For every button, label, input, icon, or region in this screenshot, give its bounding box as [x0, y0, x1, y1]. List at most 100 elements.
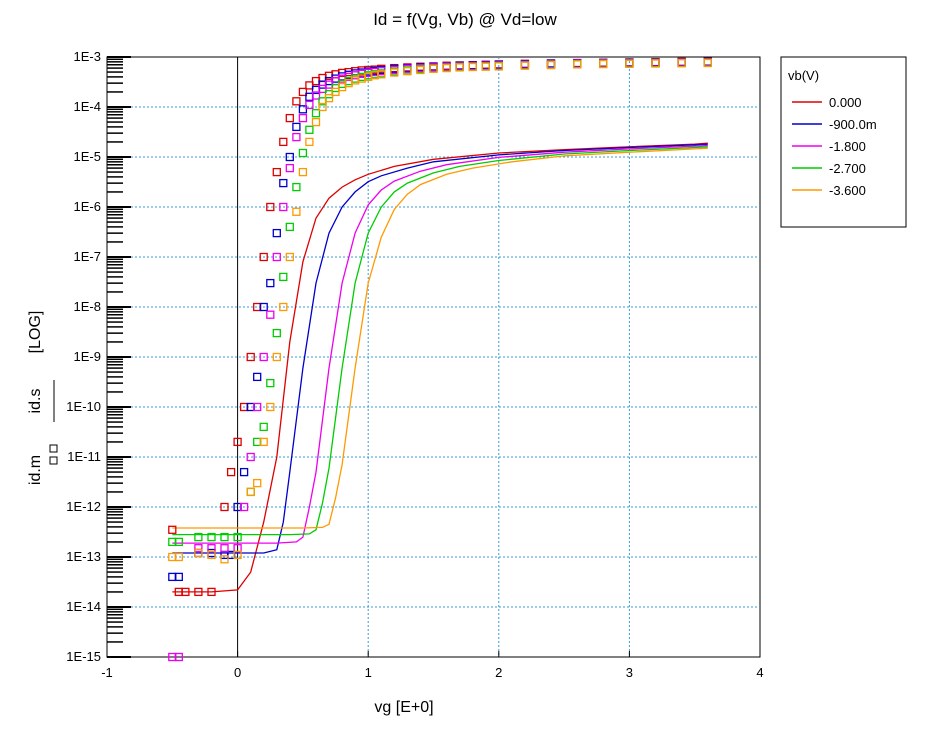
y-minor-ticks — [107, 58, 123, 643]
measured-point — [279, 302, 288, 312]
measured-point — [285, 152, 294, 162]
measured-point — [226, 467, 236, 477]
measured-point — [233, 550, 242, 560]
measured-point — [266, 378, 275, 388]
measured-point — [416, 65, 425, 75]
y-tick-label: 1E-12 — [66, 499, 101, 514]
measured-point — [651, 59, 660, 68]
measured-point — [259, 302, 268, 312]
measured-point — [246, 452, 255, 462]
measured-point — [233, 437, 242, 447]
measured-point — [494, 62, 503, 71]
measured-point — [292, 182, 301, 192]
measured-point — [266, 402, 275, 412]
x-tick-label: 0 — [234, 665, 241, 680]
measured-point — [181, 587, 190, 597]
simulated-curve — [172, 146, 708, 536]
measured-point — [272, 352, 281, 362]
measured-point — [285, 222, 294, 232]
measured-point — [292, 132, 301, 142]
measured-point — [377, 70, 386, 79]
measured-point — [246, 487, 255, 497]
measured-point — [324, 94, 334, 103]
measured-point — [298, 105, 308, 114]
measured-point — [311, 117, 321, 127]
measured-point — [272, 328, 281, 338]
measured-point — [305, 137, 314, 147]
plot-area — [106, 56, 761, 662]
measured-point — [311, 91, 321, 100]
measured-point — [599, 59, 608, 69]
legend-box — [780, 56, 907, 228]
x-tick-label: 3 — [626, 665, 633, 680]
measured-point — [298, 148, 308, 158]
y-tick-label: 1E-7 — [74, 249, 101, 264]
legend-label: -1.800 — [829, 139, 866, 154]
measured-point — [331, 87, 340, 97]
measured-point — [174, 552, 183, 562]
measured-point — [305, 125, 314, 134]
chart-title: Id = f(Vg, Vb) @ Vd=low — [373, 10, 557, 29]
measured-point — [194, 532, 203, 542]
measured-point — [279, 202, 288, 212]
simulated-curve — [172, 142, 708, 593]
measured-point — [266, 202, 275, 212]
measured-point — [311, 109, 321, 118]
simulated-curve — [172, 143, 708, 554]
measured-point — [298, 167, 308, 177]
simulated-curve — [172, 147, 708, 529]
measured-point — [168, 525, 177, 534]
y-tick-label: 1E-10 — [66, 399, 101, 414]
measured-point — [429, 64, 438, 73]
measured-point — [272, 228, 281, 238]
measured-point — [573, 60, 582, 69]
legend-label: 0.000 — [829, 95, 862, 110]
measured-point — [207, 532, 216, 542]
measured-point — [390, 68, 399, 77]
measured-point — [455, 63, 464, 72]
measured-point — [174, 537, 183, 547]
y-axis-title-measured: id.m — [27, 455, 44, 485]
measured-point — [285, 252, 294, 262]
measured-point — [266, 310, 275, 319]
measured-point — [285, 163, 294, 173]
measured-point — [207, 587, 216, 597]
measured-point — [625, 59, 634, 68]
measured-marker-sample — [49, 444, 58, 453]
measured-point — [233, 532, 242, 542]
x-axis-title: vg [E+0] — [374, 699, 433, 716]
y-axis-title: id.m id.s [LOG] — [27, 311, 58, 485]
y-tick-label: 1E-6 — [74, 199, 101, 214]
measured-point — [194, 587, 203, 597]
y-tick-label: 1E-14 — [66, 599, 101, 614]
measured-points — [168, 57, 712, 662]
legend-label: -2.700 — [829, 161, 866, 176]
measured-point — [298, 113, 308, 123]
measured-point — [266, 278, 275, 288]
measured-point — [246, 352, 255, 362]
measured-point — [318, 102, 327, 112]
measured-point — [285, 113, 294, 123]
measured-point — [468, 62, 477, 72]
measured-point — [272, 167, 281, 177]
measured-point — [305, 81, 314, 90]
legend-label: -900.0m — [829, 117, 877, 132]
y-axis-title-scale: [LOG] — [27, 311, 44, 354]
y-tick-label: 1E-8 — [74, 299, 101, 314]
y-tick-label: 1E-4 — [74, 99, 101, 114]
measured-point — [253, 402, 262, 412]
legend: vb(V) 0.000 -900.0m -1.800 -2.700 -3.600 — [780, 56, 907, 228]
legend-entries: 0.000 -900.0m -1.800 -2.700 -3.600 — [792, 95, 877, 198]
y-axis: 1E-15 1E-14 1E-13 1E-12 1E-11 1E-10 1E-9 1E-8 1E… — [66, 49, 131, 664]
measured-point — [259, 352, 268, 362]
measured-point — [174, 652, 183, 662]
measured-point — [298, 87, 308, 97]
measured-point — [194, 548, 203, 558]
x-tick-label: 2 — [495, 665, 502, 680]
measured-point — [239, 502, 249, 512]
y-tick-label: 1E-15 — [66, 649, 101, 664]
measured-point — [292, 122, 301, 132]
simulated-curves — [172, 142, 708, 593]
measured-point — [259, 422, 268, 432]
